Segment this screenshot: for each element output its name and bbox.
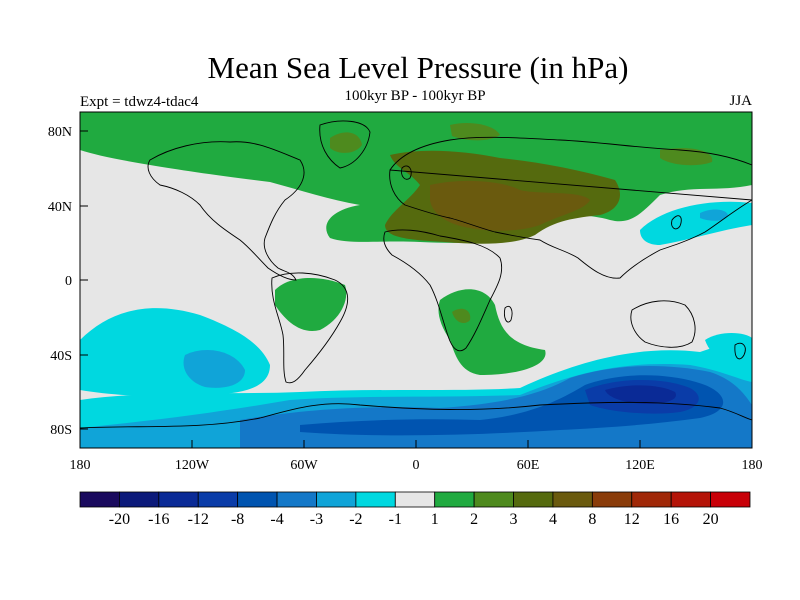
colorbar-swatch (355, 491, 396, 508)
colorbar-swatch (591, 491, 633, 508)
lat-tick-label: 0 (65, 274, 72, 289)
coastline-new-zealand (734, 342, 746, 360)
colorbar-label: 2 (470, 511, 478, 528)
colorbar-label: -16 (148, 511, 169, 528)
contour-region-south-pacific-core (183, 350, 245, 388)
colorbar-label: -2 (349, 511, 362, 528)
contour-region-siberia-2 (660, 148, 713, 166)
latitude-axis: 80N 40N 0 40S 80S (48, 125, 88, 438)
colorbar-swatch (158, 491, 199, 508)
colorbar-label: 4 (549, 511, 557, 528)
lon-tick-label: 120E (625, 458, 655, 473)
lon-tick-label: 180 (70, 458, 91, 473)
contour-region-scandinavia-2 (450, 123, 500, 141)
contour-region-eurasia-2 (330, 132, 362, 153)
colorbar-swatch (434, 491, 475, 508)
colorbar-swatch (631, 491, 672, 508)
colorbar-swatch (473, 491, 514, 508)
colorbar-label: 1 (431, 511, 439, 528)
colorbar-label: -3 (310, 511, 323, 528)
lon-tick-label: 180 (742, 458, 763, 473)
coastline-uk (401, 165, 412, 180)
colorbar-swatch (513, 491, 554, 508)
lon-tick-label: 60E (517, 458, 540, 473)
coastline-japan (671, 215, 682, 230)
colorbar-label: 8 (588, 511, 596, 528)
colorbar-swatch (237, 491, 278, 508)
colorbar-swatch (276, 491, 317, 508)
coastline-africa (383, 229, 503, 352)
lon-tick-label: 0 (413, 458, 420, 473)
coastline-eurasia (389, 136, 752, 279)
colorbar-swatch (394, 491, 436, 508)
lat-tick-label: 40N (48, 200, 72, 215)
contour-region-eurasia-4 (430, 180, 590, 231)
contour-region-africa-core-2 (452, 308, 471, 324)
chart-title: Mean Sea Level Pressure (in hPa) (207, 50, 629, 85)
contour-fills (80, 112, 752, 448)
colorbar-swatch (119, 491, 160, 508)
contour-region-south-america (275, 278, 347, 331)
colorbar-swatch (79, 491, 120, 508)
coastline-greenland (319, 120, 371, 169)
coastline-antarctica (80, 401, 752, 429)
colorbar: -20 -16 -12 -8 -4 -3 -2 -1 1 2 3 4 8 12 16 20 (79, 491, 751, 528)
lon-tick-label: 60W (290, 458, 318, 473)
lat-tick-label: 80S (50, 423, 72, 438)
colorbar-swatch (552, 491, 593, 508)
lat-tick-label: 40S (50, 349, 72, 364)
lon-tick-label: 120W (175, 458, 210, 473)
colorbar-swatch (710, 491, 751, 508)
colorbar-label: -1 (389, 511, 402, 528)
lat-tick-label: 80N (48, 125, 72, 140)
contour-region-southern-ocean-6 (605, 385, 676, 404)
colorbar-swatch (316, 491, 357, 508)
colorbar-label: 3 (510, 511, 518, 528)
coastline-madagascar (504, 305, 513, 323)
contour-region-tasman (705, 333, 752, 371)
coastline-australia (630, 300, 696, 348)
colorbar-label: -20 (109, 511, 130, 528)
longitude-axis: 180 120W 60W 0 60E 120E 180 (70, 440, 763, 473)
colorbar-label: -4 (270, 511, 283, 528)
coastline-south-america (271, 272, 349, 384)
colorbar-swatch (670, 491, 711, 508)
colorbar-swatch (197, 491, 239, 508)
chart-subtitle: 100kyr BP - 100kyr BP (344, 88, 486, 104)
coastlines (80, 120, 752, 429)
colorbar-label: 20 (703, 511, 719, 528)
experiment-label: Expt = tdwz4-tdac4 (80, 94, 199, 110)
coastline-north-america (147, 141, 305, 281)
colorbar-label: 16 (663, 511, 679, 528)
colorbar-label: -8 (231, 511, 244, 528)
season-label: JJA (729, 93, 752, 109)
colorbar-label: -12 (188, 511, 209, 528)
contour-region-nw-pacific-core (700, 209, 728, 221)
colorbar-label: 12 (624, 511, 640, 528)
